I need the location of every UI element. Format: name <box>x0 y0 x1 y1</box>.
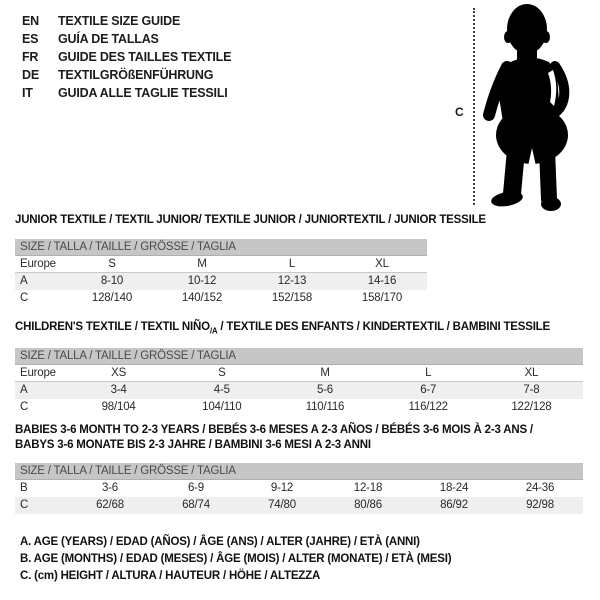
column-header: L <box>425 367 432 380</box>
height-dotted-line <box>473 8 475 205</box>
language-header: EN TEXTILE SIZE GUIDE ES GUÍA DE TALLAS … <box>22 12 231 102</box>
cell: 80/86 <box>354 499 382 511</box>
cell: 140/152 <box>181 292 223 304</box>
cell: 68/74 <box>182 499 210 511</box>
language-code: FR <box>22 50 39 64</box>
cell: 122/128 <box>511 401 552 414</box>
column-header: XL <box>375 258 389 270</box>
row-label: C <box>20 292 29 304</box>
cell: 12-13 <box>277 275 307 287</box>
cell: 86/92 <box>440 499 468 511</box>
legend-line-c: C. (cm) HEIGHT / ALTURA / HAUTEUR / HÖHE… <box>20 570 321 582</box>
column-header: M <box>320 367 330 380</box>
size-header-bar: SIZE / TALLA / TAILLE / GRÖSSE / TAGLIA <box>15 463 583 480</box>
language-row-en: EN TEXTILE SIZE GUIDE <box>22 12 231 30</box>
row-label: C <box>20 499 29 511</box>
language-code: ES <box>22 32 39 46</box>
table-junior-header-row: Europe S M L XL <box>15 256 427 273</box>
size-header-bar: SIZE / TALLA / TAILLE / GRÖSSE / TAGLIA <box>15 239 427 256</box>
cell: 24-36 <box>525 482 555 494</box>
size-header-bar: SIZE / TALLA / TAILLE / GRÖSSE / TAGLIA <box>15 348 583 366</box>
table-babies: BABIES 3-6 MONTH TO 2-3 YEARS / BEBÉS 3-… <box>15 423 583 514</box>
legend: A. AGE (YEARS) / EDAD (AÑOS) / ÂGE (ANS)… <box>20 534 452 585</box>
table-babies-title: BABIES 3-6 MONTH TO 2-3 YEARS / BEBÉS 3-… <box>15 423 583 453</box>
row-label: A <box>20 275 28 287</box>
language-title: GUÍA DE TALLAS <box>58 32 159 46</box>
column-header: XL <box>524 367 539 380</box>
table-children: CHILDREN'S TEXTILE / TEXTIL NIÑO/A / TEX… <box>15 321 583 416</box>
cell: 10-12 <box>187 275 217 287</box>
cell: 18-24 <box>439 482 469 494</box>
cell: 6-9 <box>187 482 205 494</box>
language-row-fr: FR GUIDE DES TAILLES TEXTILE <box>22 48 231 66</box>
cell: 62/68 <box>96 499 124 511</box>
legend-line-b: B. AGE (MONTHS) / EDAD (MESES) / ÂGE (MO… <box>20 553 452 565</box>
column-header: S <box>218 367 226 380</box>
language-title: GUIDA ALLE TAGLIE TESSILI <box>58 86 228 100</box>
table-children-row-c: C 98/104 104/110 110/116 116/122 122/128 <box>15 399 583 416</box>
language-row-es: ES GUÍA DE TALLAS <box>22 30 231 48</box>
row-label: B <box>20 482 28 494</box>
table-junior-row-a: A 8-10 10-12 12-13 14-16 <box>15 273 427 290</box>
language-code: IT <box>22 86 33 100</box>
cell: 152/158 <box>271 292 313 304</box>
legend-line-a: A. AGE (YEARS) / EDAD (AÑOS) / ÂGE (ANS)… <box>20 536 420 548</box>
cell: 5-6 <box>316 384 334 397</box>
title-text: CHILDREN'S TEXTILE / TEXTIL NIÑO <box>15 321 210 333</box>
language-row-it: IT GUIDA ALLE TAGLIE TESSILI <box>22 84 231 102</box>
language-code: EN <box>22 14 39 28</box>
title-text: / TEXTILE DES ENFANTS / KINDERTEXTIL / B… <box>217 321 550 333</box>
baby-silhouette-icon <box>483 4 570 211</box>
title-subscript: /A <box>209 326 218 336</box>
column-header: L <box>288 258 296 270</box>
cell: 128/140 <box>91 292 133 304</box>
cell: 14-16 <box>367 275 397 287</box>
column-header: XS <box>111 367 127 380</box>
row-label: A <box>20 384 28 397</box>
table-junior-title: JUNIOR TEXTILE / TEXTIL JUNIOR/ TEXTILE … <box>15 214 486 226</box>
column-header: M <box>197 258 207 270</box>
title-line-1: BABIES 3-6 MONTH TO 2-3 YEARS / BEBÉS 3-… <box>15 424 533 436</box>
column-header: S <box>108 258 116 270</box>
table-children-row-a: A 3-4 4-5 5-6 6-7 7-8 <box>15 382 583 400</box>
title-line-2: BABYS 3-6 MONATE BIS 2-3 JAHRE / BAMBINI… <box>15 439 371 451</box>
language-title: TEXTILGRÖßENFÜHRUNG <box>58 68 214 82</box>
cell: 116/122 <box>408 401 449 414</box>
language-row-de: DE TEXTILGRÖßENFÜHRUNG <box>22 66 231 84</box>
table-babies-row-c: C 62/68 68/74 74/80 80/86 86/92 92/98 <box>15 497 583 514</box>
cell: 110/116 <box>305 401 345 414</box>
cell: 9-12 <box>270 482 294 494</box>
cell: 98/104 <box>101 401 136 414</box>
height-measure-label: C <box>455 105 464 119</box>
table-children-header-row: Europe XS S M L XL <box>15 365 583 383</box>
cell: 7-8 <box>523 384 540 397</box>
cell: 3-6 <box>101 482 119 494</box>
cell: 4-5 <box>213 384 230 397</box>
row-label: C <box>20 401 29 414</box>
language-code: DE <box>22 68 39 82</box>
table-children-title: CHILDREN'S TEXTILE / TEXTIL NIÑO/A / TEX… <box>15 321 583 337</box>
language-title: TEXTILE SIZE GUIDE <box>58 14 181 28</box>
cell: 74/80 <box>268 499 296 511</box>
cell: 3-4 <box>110 384 127 397</box>
cell: 92/98 <box>526 499 554 511</box>
cell: 8-10 <box>100 275 124 287</box>
cell: 104/110 <box>202 401 242 414</box>
cell: 12-18 <box>353 482 383 494</box>
cell: 6-7 <box>420 384 437 397</box>
row-label: Europe <box>20 258 56 270</box>
row-label: Europe <box>20 367 56 380</box>
cell: 158/170 <box>361 292 403 304</box>
language-title: GUIDE DES TAILLES TEXTILE <box>58 50 232 64</box>
table-junior: JUNIOR TEXTILE / TEXTIL JUNIOR/ TEXTILE … <box>15 214 486 307</box>
table-babies-row-b: B 3-6 6-9 9-12 12-18 18-24 24-36 <box>15 480 583 497</box>
table-junior-row-c: C 128/140 140/152 152/158 158/170 <box>15 290 427 307</box>
